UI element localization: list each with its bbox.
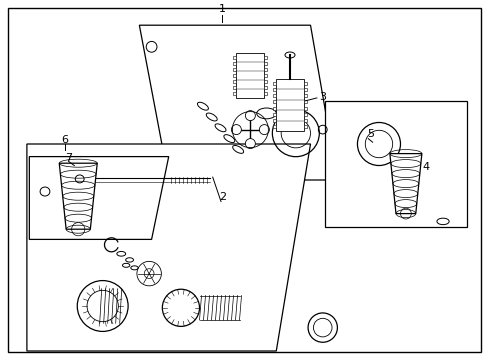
Polygon shape (272, 94, 275, 97)
Polygon shape (304, 100, 306, 103)
Polygon shape (27, 144, 310, 351)
Polygon shape (264, 91, 266, 94)
Polygon shape (304, 82, 306, 85)
Circle shape (245, 111, 255, 121)
Polygon shape (304, 125, 306, 128)
Polygon shape (272, 125, 275, 128)
Polygon shape (304, 88, 306, 91)
Text: 5: 5 (366, 129, 373, 139)
Polygon shape (304, 107, 306, 109)
Polygon shape (272, 119, 275, 122)
Polygon shape (232, 73, 236, 77)
Text: 2: 2 (219, 192, 225, 202)
Text: 4: 4 (422, 162, 429, 172)
Polygon shape (232, 68, 236, 71)
Polygon shape (272, 113, 275, 116)
Polygon shape (264, 55, 266, 58)
Polygon shape (232, 91, 236, 94)
Polygon shape (304, 119, 306, 122)
Polygon shape (59, 163, 97, 229)
Text: 1: 1 (219, 4, 225, 14)
Polygon shape (272, 107, 275, 109)
Polygon shape (304, 113, 306, 116)
Polygon shape (264, 73, 266, 77)
Polygon shape (389, 154, 421, 213)
Polygon shape (325, 101, 466, 227)
Circle shape (245, 139, 255, 149)
Circle shape (231, 125, 241, 135)
Polygon shape (232, 85, 236, 89)
Polygon shape (139, 25, 337, 180)
Circle shape (259, 125, 269, 135)
Polygon shape (272, 82, 275, 85)
Polygon shape (264, 85, 266, 89)
Polygon shape (275, 79, 304, 131)
Polygon shape (272, 100, 275, 103)
Polygon shape (232, 80, 236, 82)
Polygon shape (232, 55, 236, 58)
Polygon shape (232, 62, 236, 64)
Text: 3: 3 (319, 92, 325, 102)
Text: 6: 6 (61, 135, 68, 145)
Polygon shape (236, 53, 264, 98)
Polygon shape (29, 157, 168, 239)
Polygon shape (264, 62, 266, 64)
Ellipse shape (75, 175, 84, 183)
Polygon shape (264, 68, 266, 71)
Polygon shape (304, 94, 306, 97)
Text: 7: 7 (65, 153, 72, 163)
Polygon shape (264, 80, 266, 82)
Polygon shape (272, 88, 275, 91)
